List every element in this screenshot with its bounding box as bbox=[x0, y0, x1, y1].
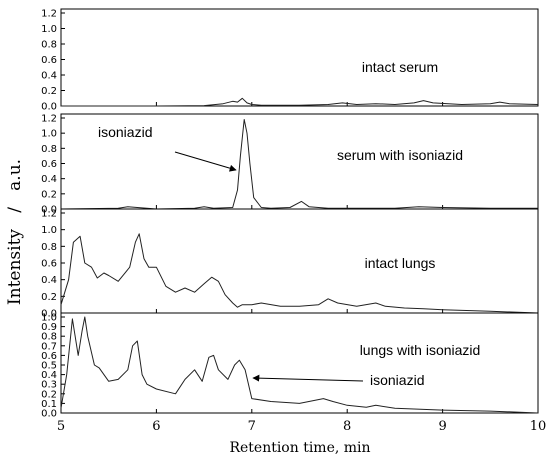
y-tick-label: 0.9 bbox=[41, 322, 57, 333]
x-tick-label: 9 bbox=[438, 419, 446, 434]
panel-frame bbox=[60, 208, 539, 314]
y-tick-label: 0.2 bbox=[41, 389, 57, 400]
y-tick-label: 0.6 bbox=[41, 159, 57, 170]
y-tick-label: 0.7 bbox=[41, 341, 57, 352]
y-tick-label: 0.4 bbox=[41, 174, 57, 185]
series-line bbox=[60, 316, 539, 414]
panel-label: serum with isoniazid bbox=[337, 147, 463, 163]
annotation-label: isoniazid bbox=[370, 372, 424, 388]
annotation-label: isoniazid bbox=[98, 124, 152, 140]
y-tick-label: 1.0 bbox=[41, 129, 57, 140]
panel-label: lungs with isoniazid bbox=[360, 342, 481, 358]
y-tick-label: 0.5 bbox=[41, 361, 57, 372]
panel-1: 0.0 0.2 0.4 0.6 0.8 1.0 1.2 intact serum bbox=[41, 8, 539, 113]
y-tick-label: 0.2 bbox=[41, 292, 57, 303]
series-line bbox=[60, 233, 539, 314]
y-tick-label: 0.0 bbox=[41, 205, 57, 216]
x-tick-label: 6 bbox=[152, 419, 160, 434]
y-tick-label: 0.8 bbox=[41, 144, 57, 155]
y-tick-label: 0.1 bbox=[41, 399, 57, 410]
y-tick-label: 0.2 bbox=[41, 86, 57, 97]
x-tick-label: 10 bbox=[530, 419, 547, 434]
panel-3: 0.0 0.2 0.4 0.6 0.8 1.0 1.2 intact lungs bbox=[41, 208, 539, 320]
y-tick-label: 1.2 bbox=[41, 209, 57, 220]
y-tick-label: 1.2 bbox=[41, 114, 57, 125]
y-tick-label: 0.8 bbox=[41, 332, 57, 343]
y-tick-label: 0.4 bbox=[41, 275, 57, 286]
annotation-arrow bbox=[252, 374, 364, 382]
y-tick-label: 0.0 bbox=[41, 309, 57, 320]
series-line bbox=[61, 97, 539, 107]
y-tick-label: 0.3 bbox=[41, 380, 57, 391]
panel-frame bbox=[60, 312, 539, 414]
panel-2: 0.0 0.2 0.4 0.6 0.8 1.0 1.2 serum with isoniazi… bbox=[41, 113, 539, 216]
y-tick-label: 0.6 bbox=[41, 55, 57, 66]
x-tick-label: 5 bbox=[57, 419, 65, 434]
y-tick-label: 0.8 bbox=[41, 242, 57, 253]
y-tick-label: 0.0 bbox=[41, 409, 57, 420]
annotation-arrow bbox=[174, 151, 237, 172]
y-tick-label: 0.8 bbox=[41, 40, 57, 51]
y-tick-label: 0.6 bbox=[41, 351, 57, 362]
panel-frame bbox=[60, 8, 539, 107]
y-tick-label: 1.0 bbox=[41, 313, 57, 324]
y-tick-label: 1.0 bbox=[41, 24, 57, 35]
x-axis-title: Retention time, min bbox=[229, 440, 370, 456]
y-tick-label: 0.0 bbox=[41, 102, 57, 113]
y-axis-title: Intensity / a.u. bbox=[5, 159, 25, 305]
y-tick-label: 0.4 bbox=[41, 370, 57, 381]
y-tick-label: 1.0 bbox=[41, 225, 57, 236]
panel-label: intact lungs bbox=[365, 255, 436, 271]
y-tick-label: 0.6 bbox=[41, 259, 57, 270]
panel-label: intact serum bbox=[362, 59, 438, 75]
y-tick-label: 0.4 bbox=[41, 71, 57, 82]
x-tick-label: 8 bbox=[343, 419, 351, 434]
y-tick-label: 1.2 bbox=[41, 9, 57, 20]
x-axis: 5 6 7 8 9 10 bbox=[57, 419, 546, 434]
x-tick-label: 7 bbox=[248, 419, 256, 434]
y-tick-label: 0.2 bbox=[41, 189, 57, 200]
